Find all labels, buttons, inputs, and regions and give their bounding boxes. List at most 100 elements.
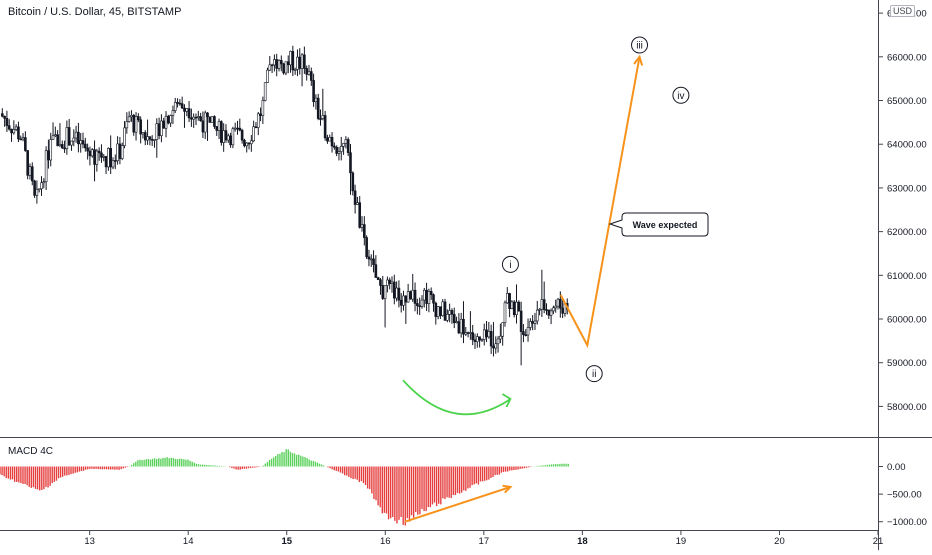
candle: [51, 122, 55, 140]
candle-body-down: [137, 116, 140, 121]
candle-body-down: [492, 345, 495, 349]
candle: [462, 301, 465, 344]
candle-body-up: [192, 116, 195, 120]
candle-body-up: [293, 69, 297, 71]
callout-text: Wave expected: [633, 220, 698, 230]
candle-body-up: [127, 116, 131, 122]
candle: [67, 118, 71, 146]
candle: [17, 121, 20, 143]
candle: [314, 94, 318, 110]
candle: [215, 126, 219, 136]
candle-body-up: [203, 112, 207, 133]
candle: [169, 114, 172, 127]
candle-body-up: [252, 126, 255, 142]
candle-body-up: [496, 338, 500, 345]
candle-body-up: [155, 123, 159, 140]
candle-body-up: [480, 339, 484, 341]
candle: [143, 130, 147, 146]
candle: [399, 293, 403, 313]
candle-body-down: [236, 127, 239, 130]
candle-body-down: [220, 121, 223, 143]
candle: [351, 171, 355, 196]
candle: [56, 130, 59, 147]
candle: [296, 49, 299, 77]
candle-body-down: [485, 329, 488, 338]
candle-body-up: [51, 135, 55, 140]
candle-body-up: [226, 135, 230, 141]
candle: [3, 115, 6, 127]
candle: [291, 45, 295, 77]
candle-body-down: [545, 309, 548, 311]
candle: [372, 250, 375, 273]
candle: [289, 50, 292, 73]
candle: [123, 121, 126, 149]
candle: [231, 126, 235, 149]
candle: [369, 254, 373, 267]
candle: [97, 147, 101, 161]
candle: [522, 324, 525, 343]
candle-body-down: [346, 139, 350, 153]
candle: [226, 133, 230, 144]
candle-body-down: [429, 291, 433, 296]
candle: [100, 144, 103, 163]
candle-body-down: [397, 287, 401, 301]
candle: [277, 59, 281, 72]
candle: [210, 116, 214, 123]
candle: [81, 132, 85, 149]
candle-body-down: [522, 331, 525, 335]
candle: [390, 276, 394, 293]
currency-badge[interactable]: USD: [890, 5, 916, 17]
candle: [111, 157, 115, 170]
candle: [420, 295, 424, 309]
macd-trend-line: [404, 485, 511, 523]
candle: [510, 300, 514, 310]
candle: [452, 307, 456, 329]
candle-body-down: [77, 131, 80, 145]
candle-body-up: [111, 160, 115, 168]
candle-body-up: [296, 56, 299, 70]
wave-label-text: iv: [677, 91, 684, 102]
candle: [236, 120, 239, 135]
candle: [180, 96, 184, 110]
candle-body-down: [247, 142, 251, 145]
candle-body-up: [556, 298, 560, 307]
candle-body-up: [263, 82, 267, 101]
candle: [330, 132, 334, 153]
candle: [60, 140, 64, 149]
candle-body-up: [173, 102, 177, 111]
candle-body-up: [123, 127, 126, 146]
candle-body-up: [40, 182, 43, 190]
candle-body-up: [420, 299, 424, 307]
candle-body-up: [300, 54, 304, 69]
candle: [217, 118, 221, 140]
candle: [275, 53, 279, 77]
candle: [33, 179, 36, 198]
candle: [190, 108, 193, 127]
candle-body-up: [549, 310, 553, 316]
candle-body-up: [169, 115, 172, 124]
candle-body-up: [250, 140, 253, 145]
candle: [84, 137, 87, 152]
candle-body-down: [19, 138, 23, 141]
candle-body-up: [538, 308, 541, 311]
candle-body-up: [231, 128, 235, 146]
candle-body-up: [328, 136, 332, 142]
candle-body-down: [229, 135, 232, 146]
candle: [240, 128, 244, 144]
candle: [328, 134, 332, 142]
candle: [150, 135, 154, 147]
candle-body-down: [358, 202, 362, 228]
candle: [256, 111, 260, 136]
candle: [404, 295, 408, 324]
candle: [381, 275, 385, 300]
candle-body-up: [164, 115, 168, 129]
candle-body-down: [333, 145, 336, 148]
candle: [471, 324, 475, 346]
candle: [130, 110, 133, 122]
wave-label-circle: [585, 365, 603, 383]
candle-body-down: [462, 318, 465, 335]
candle-body-up: [74, 131, 78, 139]
candle-body-down: [561, 307, 564, 314]
